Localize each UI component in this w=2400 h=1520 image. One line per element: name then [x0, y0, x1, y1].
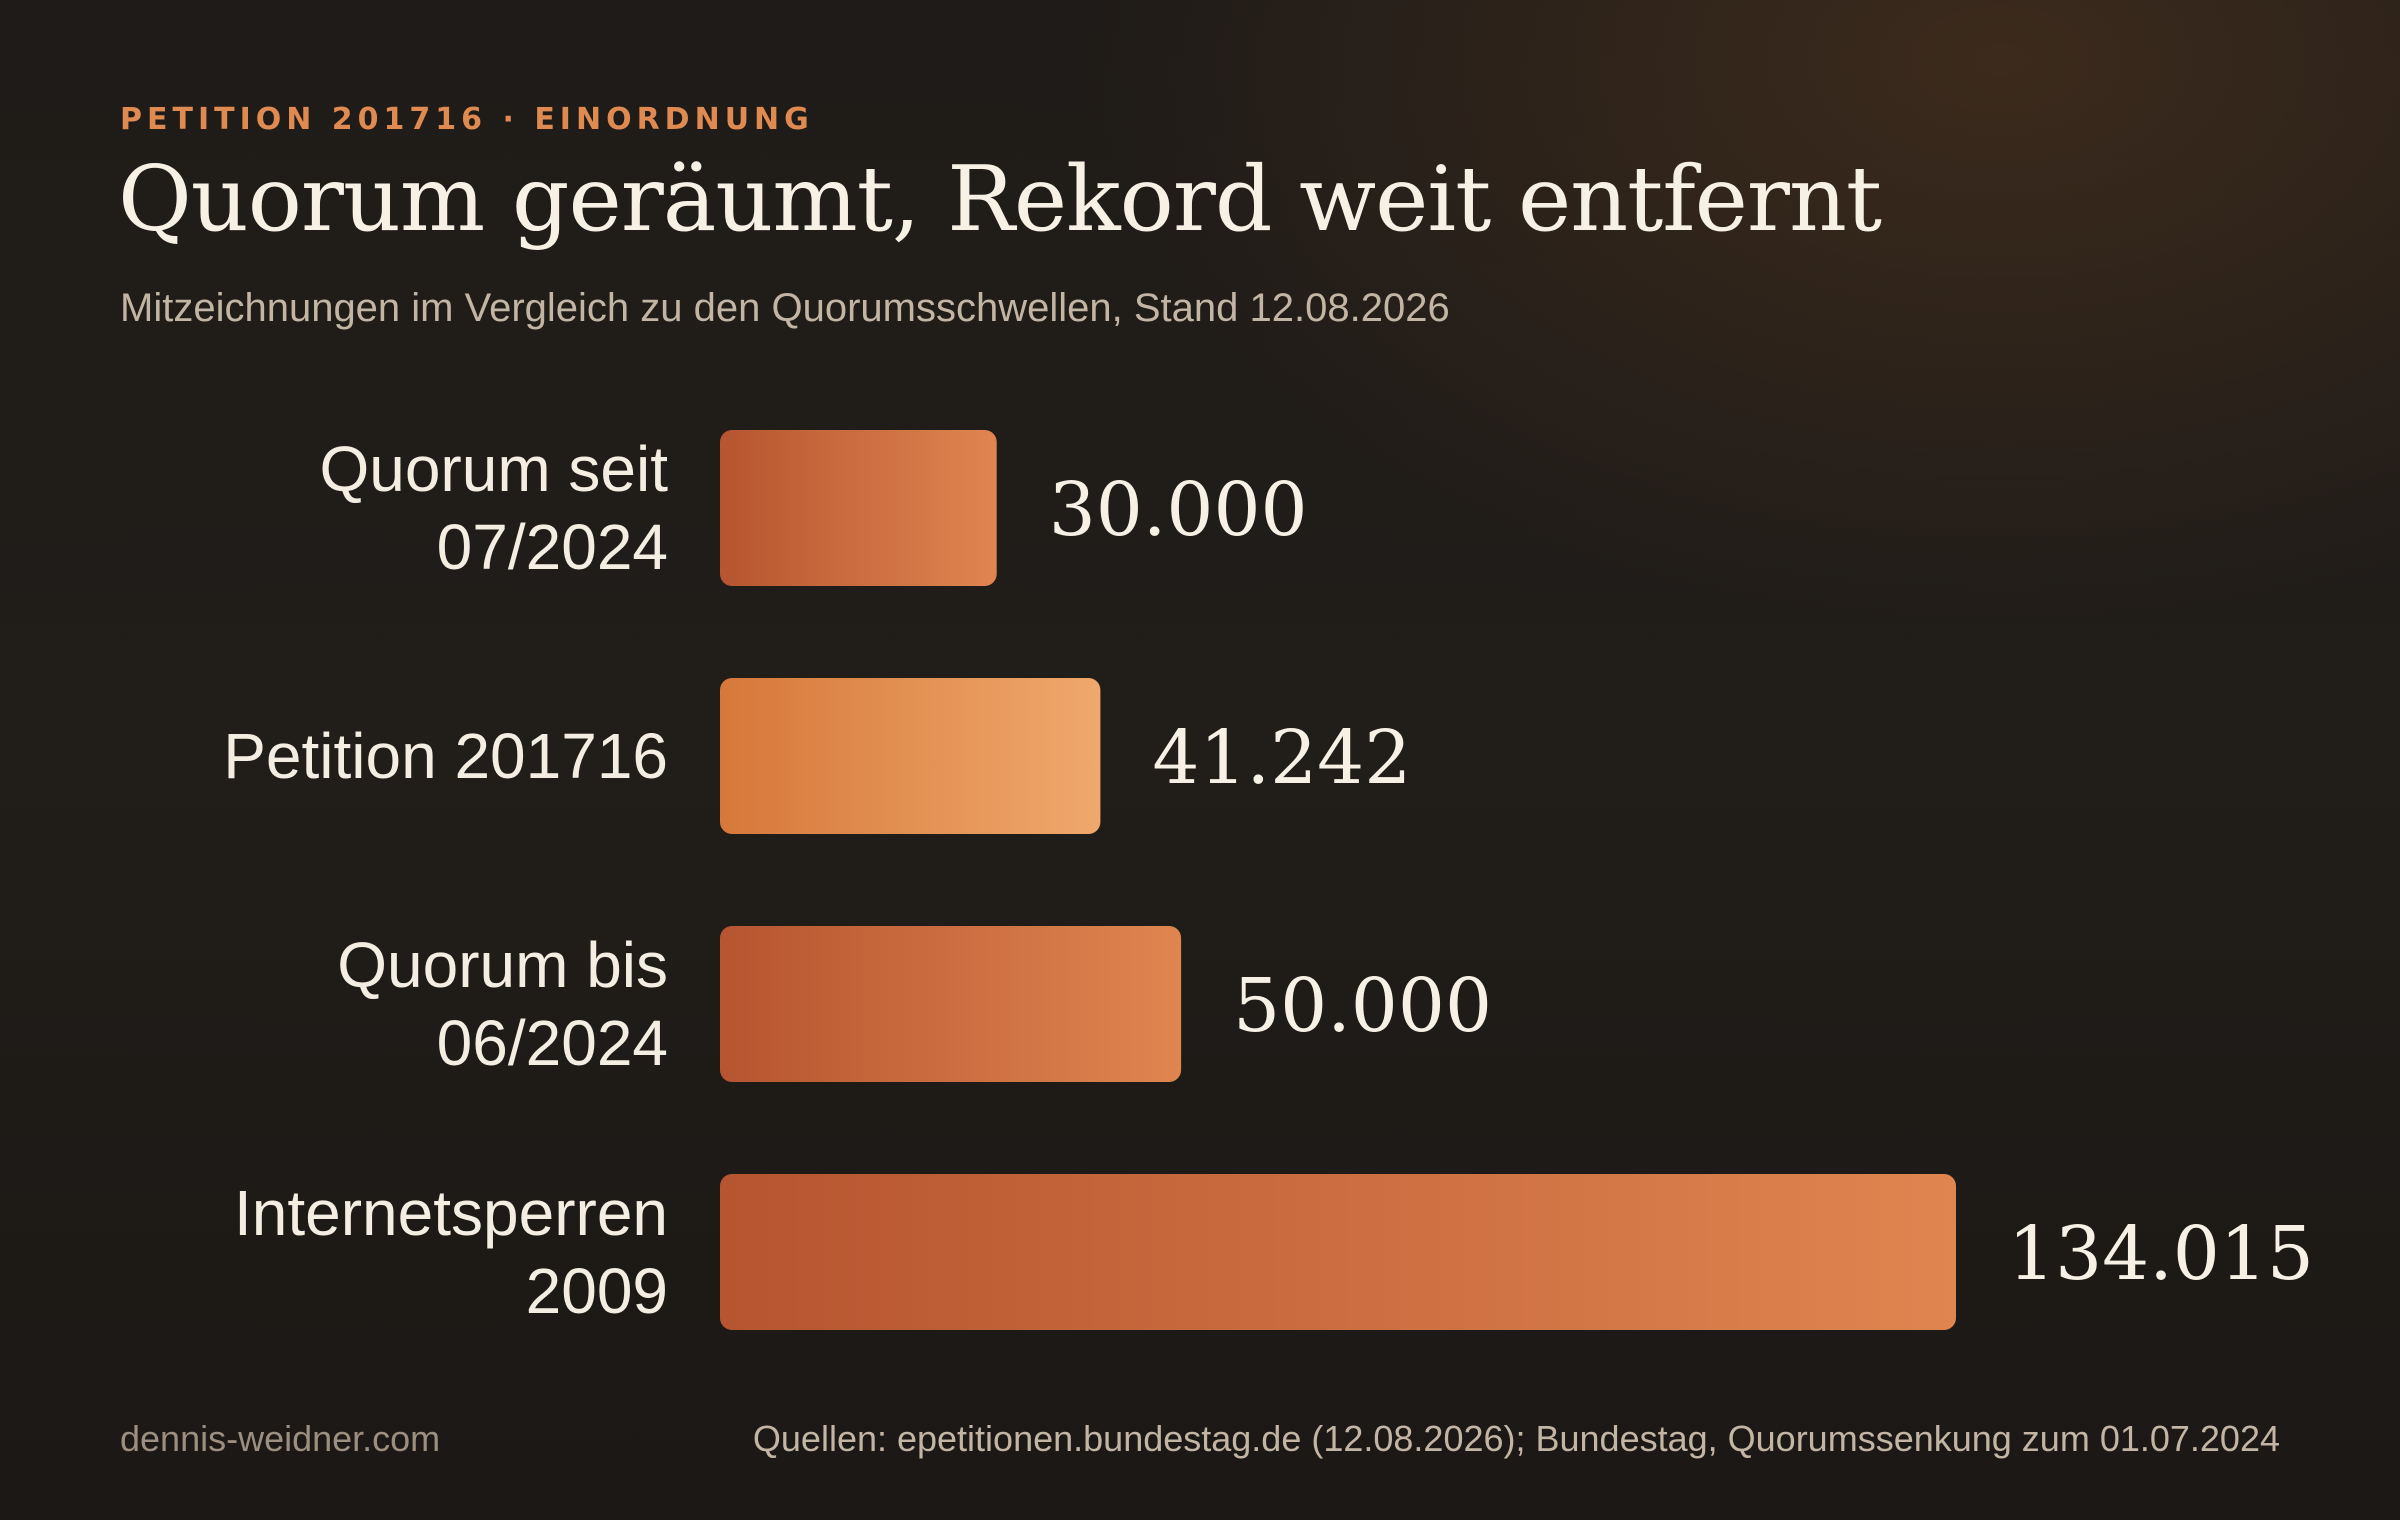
bar-3 — [720, 926, 1182, 1082]
category-label-3: Quorum bis 06/2024 — [337, 929, 668, 1079]
category-label-line: Quorum bis — [337, 929, 668, 1001]
footer-sources: Quellen: epetitionen.bundestag.de (12.08… — [752, 1418, 2280, 1459]
footer-site: dennis-weidner.com — [120, 1418, 441, 1459]
category-label-4: Internetsperren 2009 — [234, 1177, 668, 1327]
category-label-2: Petition 201716 — [223, 720, 668, 792]
value-label-1: 30.000 — [1049, 467, 1308, 553]
value-label-4: 134.015 — [2008, 1211, 2314, 1297]
category-label-line: Quorum seit — [319, 433, 668, 505]
bar-4 — [720, 1174, 1956, 1330]
category-label-line: 07/2024 — [437, 511, 668, 583]
bar-1 — [720, 430, 997, 586]
chart-title: Quorum geräumt, Rekord weit entfernt — [118, 147, 1882, 252]
category-label-1: Quorum seit 07/2024 — [319, 433, 668, 583]
kicker: PETITION 201716 · EINORDNUNG — [120, 102, 814, 137]
value-label-2: 41.242 — [1152, 715, 1411, 801]
chart-subtitle: Mitzeichnungen im Vergleich zu den Quoru… — [120, 286, 1450, 330]
category-label-line: Petition 201716 — [223, 720, 668, 792]
value-label-3: 50.000 — [1233, 963, 1492, 1049]
category-label-line: 2009 — [526, 1255, 668, 1327]
bar-2 — [720, 678, 1101, 834]
category-label-line: 06/2024 — [437, 1007, 668, 1079]
category-label-line: Internetsperren — [234, 1177, 668, 1249]
